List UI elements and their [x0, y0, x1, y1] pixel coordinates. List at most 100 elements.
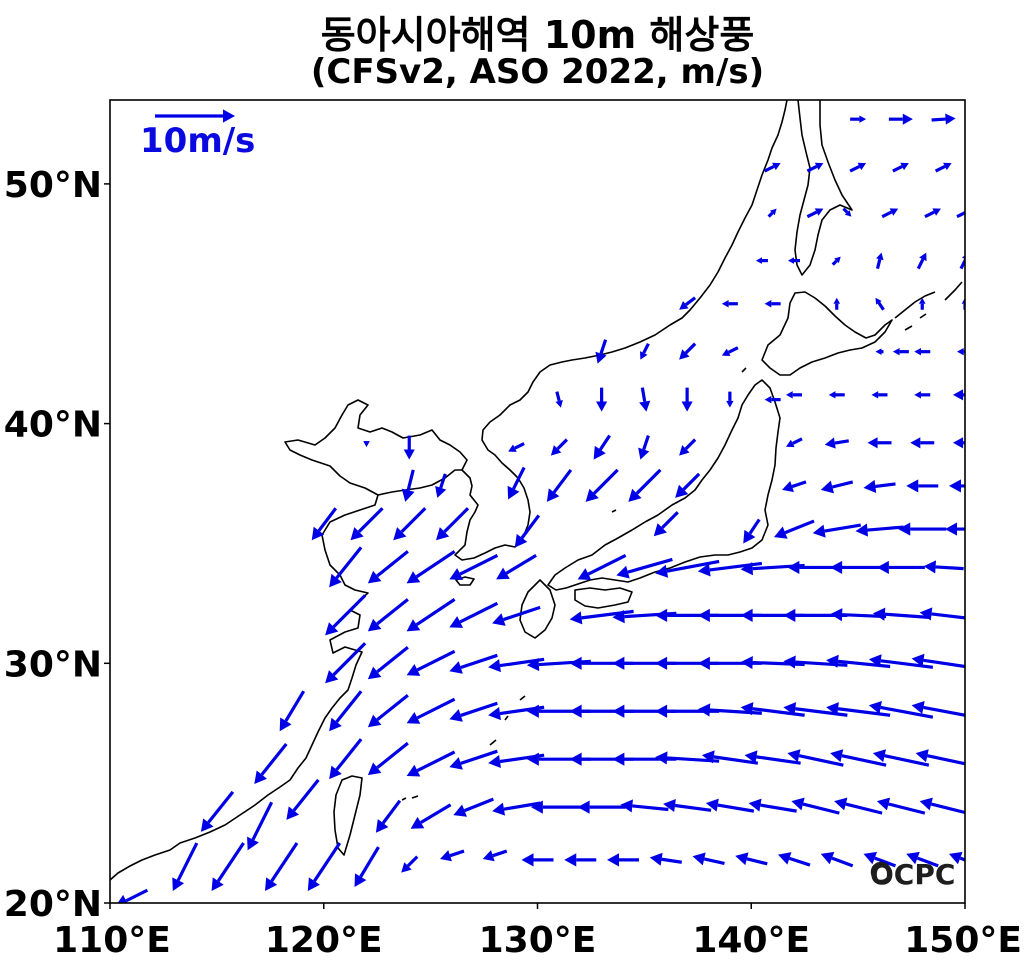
- ocpc-logo: OCPC: [870, 858, 955, 891]
- wind-vector: [871, 391, 888, 399]
- wind-vector: [406, 697, 456, 724]
- x-tick-label: 150°E: [904, 920, 1022, 961]
- wind-vector: [403, 435, 415, 460]
- wind-vector: [363, 441, 370, 448]
- wind-vector: [653, 511, 679, 537]
- wind-vector: [286, 778, 320, 820]
- y-tick-label: 40°N: [4, 405, 102, 446]
- wind-vector: [679, 296, 697, 310]
- wind-vector: [406, 750, 456, 777]
- wind-vector: [628, 468, 662, 502]
- quiver-key-label: 10m/s: [140, 121, 255, 161]
- wind-vector: [325, 642, 367, 684]
- wind-vector: [911, 700, 965, 717]
- wind-vector: [957, 347, 965, 356]
- wind-vector: [721, 300, 738, 308]
- wind-vector: [585, 468, 619, 502]
- wind-vector: [449, 749, 498, 770]
- wind-vector: [638, 435, 650, 460]
- wind-vector: [918, 297, 926, 310]
- wind-vector: [875, 297, 885, 311]
- y-tick-label: 50°N: [4, 165, 102, 206]
- wind-vector: [778, 852, 811, 867]
- coast-mainland: [110, 100, 788, 881]
- wind-vector: [735, 852, 768, 866]
- wind-vector: [640, 342, 650, 360]
- wind-vector: [440, 849, 465, 862]
- wind-vector: [867, 437, 892, 449]
- wind-vector: [265, 842, 299, 892]
- wind-vector: [830, 749, 887, 767]
- plot-area: [110, 100, 965, 903]
- wind-vector: [496, 554, 537, 580]
- wind-vector: [834, 797, 883, 815]
- wind-vector: [367, 598, 409, 632]
- coast-ryukyu: [401, 367, 747, 801]
- wind-vector: [435, 473, 447, 498]
- wind-vector: [820, 480, 854, 494]
- wind-vector: [247, 801, 274, 851]
- wind-vector: [892, 162, 909, 173]
- wind-vector: [740, 655, 805, 670]
- wind-vector: [828, 391, 845, 399]
- wind-vector: [892, 347, 909, 356]
- wind-vector: [767, 208, 777, 218]
- wind-vector: [705, 798, 755, 813]
- x-tick-label: 110°E: [53, 920, 171, 961]
- wind-vector: [117, 888, 149, 903]
- wind-vector: [914, 391, 931, 399]
- wind-vector: [748, 798, 797, 813]
- wind-vector: [675, 472, 701, 498]
- wind-vector: [577, 553, 627, 580]
- wind-vector: [406, 649, 456, 676]
- wind-vector: [607, 853, 639, 867]
- wind-vector: [375, 799, 402, 833]
- wind-vector: [482, 849, 508, 862]
- coast-taiwan: [333, 775, 363, 856]
- wind-vector: [876, 560, 925, 575]
- wind-vector: [961, 297, 965, 310]
- wind-vector: [764, 300, 781, 308]
- wind-vector: [436, 507, 470, 541]
- wind-vector: [881, 208, 899, 219]
- coast-kyushu: [519, 579, 556, 639]
- wind-vector: [850, 115, 867, 123]
- logo-text: OCPC: [870, 858, 955, 891]
- wind-vector: [681, 387, 693, 412]
- wind-vector: [697, 703, 762, 717]
- wind-vector: [755, 257, 768, 264]
- wind-vector: [953, 389, 965, 401]
- x-tick-label: 120°E: [265, 920, 383, 961]
- wind-vector: [449, 601, 499, 628]
- wind-vector: [406, 598, 456, 632]
- wind-vector: [806, 208, 824, 219]
- wind-vector: [906, 851, 939, 868]
- wind-vector: [564, 853, 597, 867]
- wind-vector: [911, 653, 965, 669]
- wind-vector: [875, 252, 884, 269]
- wind-vector: [763, 162, 781, 173]
- wind-vector: [855, 523, 904, 537]
- wind-vector: [872, 607, 929, 621]
- wind-vector: [868, 700, 934, 719]
- wind-vector: [521, 853, 554, 867]
- wind-vector: [744, 750, 801, 765]
- wind-vector: [833, 297, 841, 310]
- y-tick-label: 30°N: [4, 644, 102, 685]
- wind-vector: [842, 207, 852, 217]
- y-axis-ticks: 20°N 30°N 40°N 50°N: [4, 165, 110, 925]
- wind-vector: [786, 391, 802, 399]
- wind-vector: [868, 654, 934, 669]
- wind-vector: [791, 797, 840, 815]
- coast-hokkaido: [761, 291, 893, 376]
- wind-vector: [923, 560, 964, 574]
- wind-vector: [916, 252, 927, 270]
- wind-vector: [783, 702, 848, 717]
- wind-vector: [453, 797, 494, 817]
- wind-vector: [701, 750, 759, 765]
- wind-vector: [949, 851, 965, 865]
- wind-vector: [679, 438, 697, 456]
- wind-vector: [697, 561, 763, 577]
